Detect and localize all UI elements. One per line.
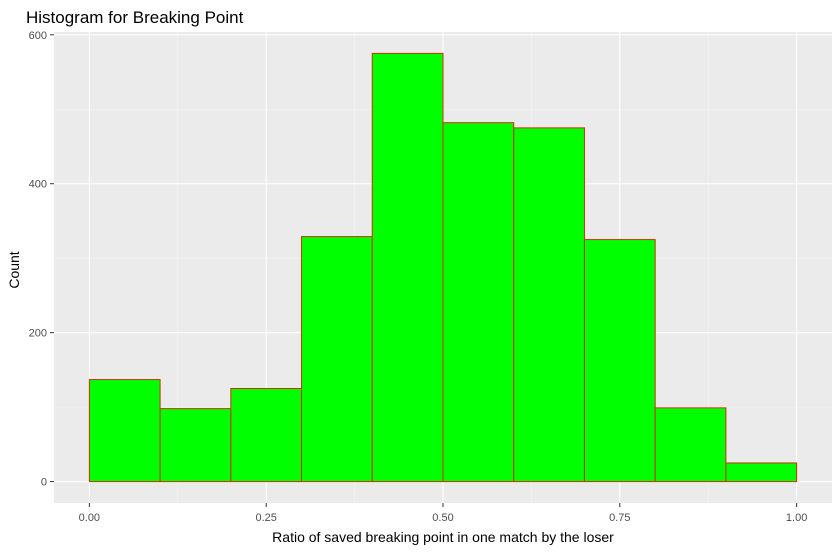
histogram-bar xyxy=(159,408,232,483)
histogram-bar xyxy=(725,462,798,483)
histogram-bar xyxy=(442,122,515,483)
y-axis: 0 200 400 600 xyxy=(29,30,54,489)
histogram-bar xyxy=(88,379,161,483)
x-tick-label: 0.00 xyxy=(79,512,100,524)
y-tick-label: 400 xyxy=(29,179,47,191)
histogram-bar xyxy=(371,52,444,483)
x-tick-label: 0.25 xyxy=(255,512,276,524)
x-axis: 0.00 0.25 0.50 0.75 1.00 xyxy=(79,503,807,524)
y-tick-label: 200 xyxy=(29,328,47,340)
y-tick-label: 0 xyxy=(41,477,47,489)
histogram-bars xyxy=(88,52,798,483)
x-tick-label: 1.00 xyxy=(786,512,807,524)
histogram-bar xyxy=(513,127,585,483)
histogram-bar xyxy=(583,239,656,483)
x-tick-label: 0.50 xyxy=(432,512,453,524)
histogram-bar xyxy=(230,388,303,483)
x-tick-label: 0.75 xyxy=(609,512,630,524)
y-axis-title: Count xyxy=(6,251,22,288)
histogram-bar xyxy=(301,236,373,483)
chart-title: Histogram for Breaking Point xyxy=(26,8,244,27)
x-axis-title: Ratio of saved breaking point in one mat… xyxy=(272,529,614,545)
y-tick-label: 600 xyxy=(29,30,47,42)
histogram-bar xyxy=(654,407,727,483)
